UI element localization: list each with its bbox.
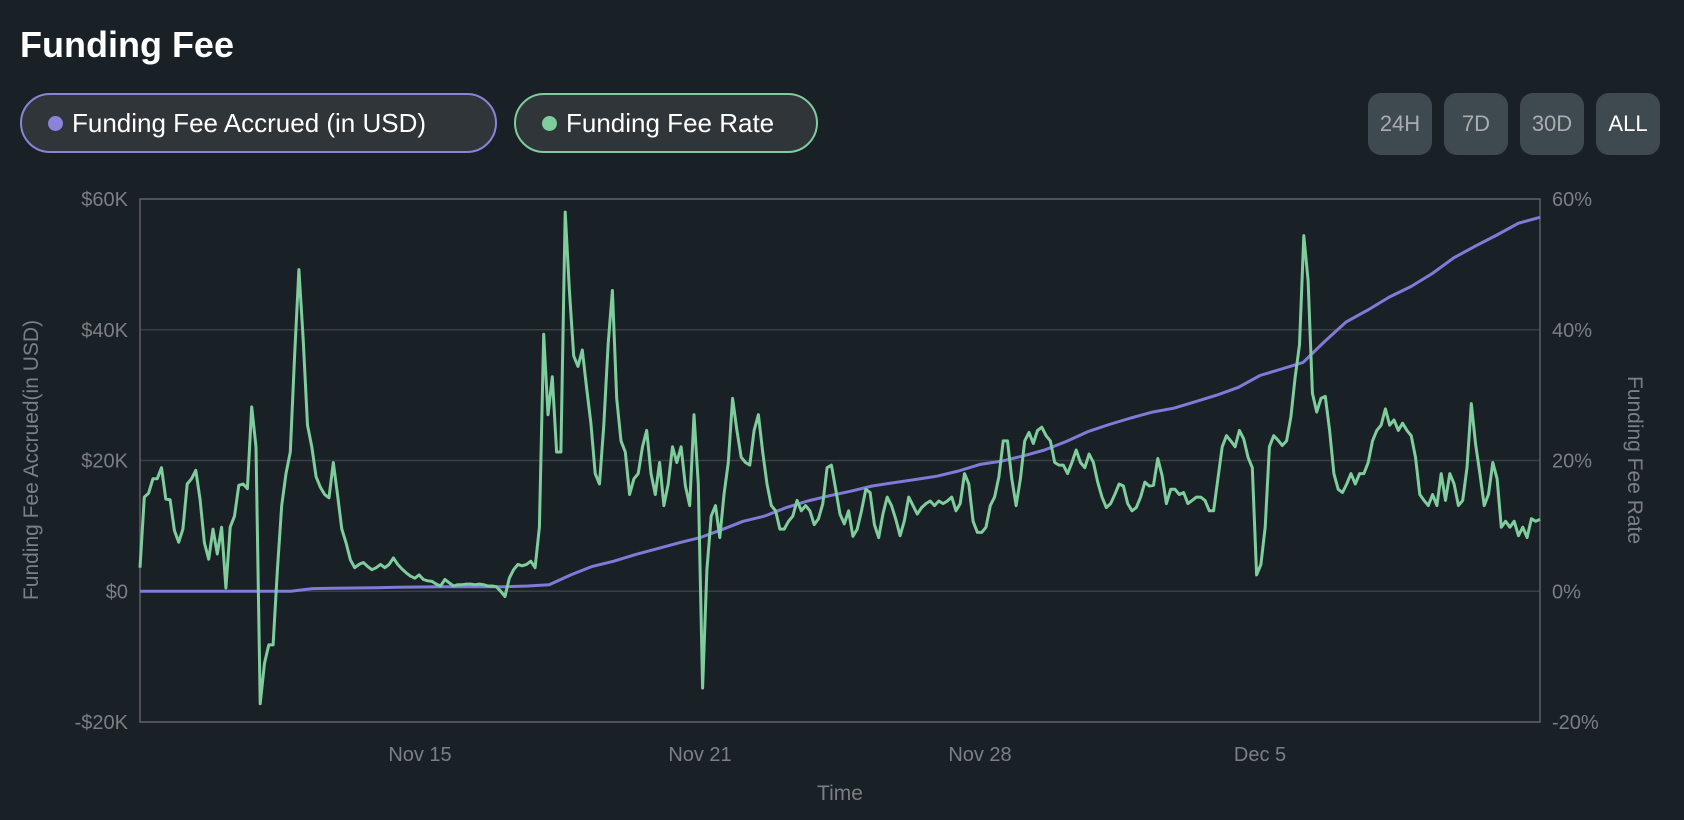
y-right-axis-title: Funding Fee Rate [1623,376,1646,544]
y-left-axis-title: Funding Fee Accrued(in USD) [20,320,43,600]
y-right-tick-label: 0% [1552,581,1581,603]
x-tick-label: Nov 15 [388,744,451,766]
page-title: Funding Fee [20,24,234,65]
y-left-tick-label: $40K [81,320,128,342]
legend-toggle-accrued[interactable]: Funding Fee Accrued (in USD) [20,93,497,153]
x-tick-label: Nov 21 [668,744,731,766]
range-button-7d[interactable]: 7D [1444,93,1508,155]
range-button-all[interactable]: ALL [1596,93,1660,155]
x-tick-label: Dec 5 [1234,744,1286,766]
y-right-tick-label: 40% [1552,320,1592,342]
series-line-rate [138,210,1541,706]
plot-frame [139,198,1541,723]
y-right-tick-label: 60% [1552,189,1592,211]
x-tick-label: Nov 28 [948,744,1011,766]
y-left-tick-label: $20K [81,451,128,473]
series-line-accrued [140,215,1541,593]
range-button-24h[interactable]: 24H [1368,93,1432,155]
y-right-tick-label: -20% [1552,712,1599,734]
y-left-tick-label: $0 [106,581,128,603]
range-button-30d[interactable]: 30D [1520,93,1584,155]
y-left-tick-label: -$20K [75,712,129,734]
legend-toggle-rate[interactable]: Funding Fee Rate [514,93,818,153]
legend-dot-icon [542,115,557,131]
y-right-tick-label: 20% [1552,451,1592,473]
y-left-tick-label: $60K [81,189,128,211]
x-axis-title: Time [817,782,863,805]
legend-label: Funding Fee Rate [566,107,775,138]
legend-label: Funding Fee Accrued (in USD) [72,107,427,138]
legend-dot-icon [48,115,63,131]
